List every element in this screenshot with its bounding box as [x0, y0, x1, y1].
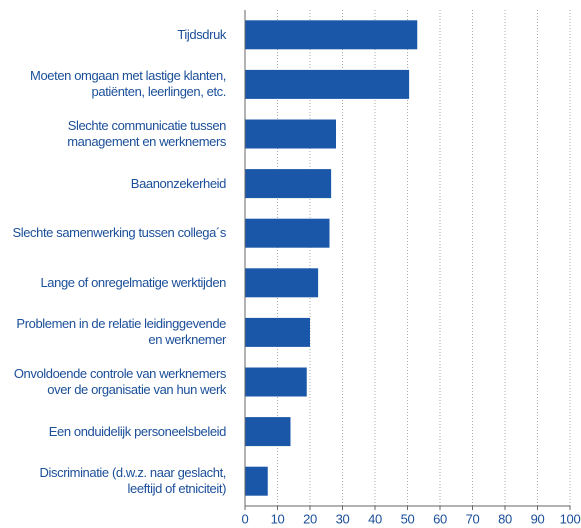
bar	[245, 218, 330, 248]
x-tick-label: 20	[303, 511, 317, 526]
x-tick-label: 70	[466, 511, 480, 526]
bar	[245, 466, 268, 496]
x-tick-label: 0	[242, 511, 249, 526]
category-label: Slechte samenwerking tussen collega´s	[12, 225, 226, 241]
category-label: Problemen in de relatie leidinggevende e…	[16, 316, 226, 348]
x-tick-label: 50	[401, 511, 415, 526]
category-label: Tijdsdruk	[177, 26, 226, 42]
x-tick-label: 60	[433, 511, 447, 526]
x-tick-label: 40	[368, 511, 382, 526]
x-tick-label: 30	[336, 511, 350, 526]
bar	[245, 119, 336, 149]
bar	[245, 317, 310, 347]
x-tick-label: 100	[560, 511, 581, 526]
x-tick-label: 10	[271, 511, 285, 526]
bar	[245, 69, 410, 99]
category-label: Lange of onregelmatige werktijden	[40, 274, 226, 290]
category-label: Baanonzekerheid	[130, 175, 227, 191]
category-label: Moeten omgaan met lastige klanten, patië…	[30, 68, 226, 100]
category-label: Een onduidelijk personeelsbeleid	[48, 423, 227, 439]
bar	[245, 367, 307, 397]
bar	[245, 417, 291, 447]
bar	[245, 20, 418, 50]
category-label: Onvoldoende controle van werknemers over…	[13, 366, 227, 397]
category-label: Discriminatie (d.w.z. naar geslacht, lee…	[39, 465, 227, 497]
category-label: Slechte communicatie tussen management e…	[67, 118, 226, 149]
x-tick-label: 80	[498, 511, 512, 526]
bar	[245, 169, 332, 199]
bar	[245, 268, 319, 298]
x-tick-label: 90	[531, 511, 545, 526]
